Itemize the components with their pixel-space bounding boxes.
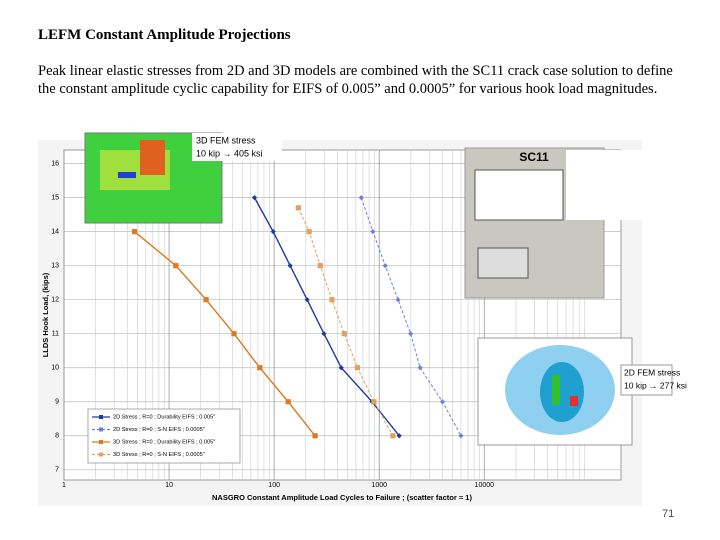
- point: [354, 365, 361, 371]
- fem2d-label-box: [620, 364, 673, 396]
- point: [173, 263, 179, 269]
- point: [358, 195, 364, 201]
- point: [132, 229, 138, 235]
- point: [439, 399, 446, 405]
- y-tick-label: 13: [51, 263, 59, 270]
- slide-title: LEFM Constant Amplitude Projections: [38, 27, 291, 43]
- point: [231, 331, 237, 337]
- point: [338, 365, 344, 371]
- x-tick-label: 1: [62, 482, 66, 489]
- x-tick-label: 10000: [475, 482, 495, 489]
- point: [287, 263, 293, 269]
- fem3d-spot: [118, 172, 136, 178]
- series-line: [253, 197, 400, 437]
- sc11-plate: [474, 169, 564, 221]
- fem3d-label-box: [192, 133, 282, 161]
- point: [251, 195, 258, 201]
- fem3d-hotspot: [140, 140, 165, 175]
- point: [390, 433, 396, 439]
- y-tick-label: 10: [51, 365, 59, 372]
- y-tick-label: 7: [55, 467, 59, 474]
- point: [417, 365, 423, 371]
- point: [408, 331, 414, 337]
- y-axis-label: LLDS Hook Load, (kips): [41, 272, 50, 357]
- legend-label: 3D Stress ; R=0 ; Durability EIFS ; 0.00…: [113, 439, 215, 445]
- fem2d-green: [552, 375, 560, 405]
- point: [257, 365, 263, 371]
- y-tick-label: 8: [55, 433, 59, 440]
- point: [395, 297, 401, 303]
- legend-marker: [99, 452, 103, 457]
- fem3d-label: 3D FEM stress: [196, 135, 256, 145]
- point: [371, 399, 377, 405]
- fem2d-label: 2D FEM stress: [624, 367, 680, 377]
- series-group: [132, 195, 464, 439]
- x-axis-label: NASGRO Constant Amplitude Load Cycles to…: [212, 493, 472, 502]
- fem2d-inner: [540, 362, 584, 422]
- point: [285, 399, 291, 405]
- y-tick-label: 9: [55, 399, 59, 406]
- point: [396, 433, 402, 439]
- fem2d-value: 10 kip → 277 ksi: [624, 380, 687, 390]
- point: [295, 205, 301, 211]
- legend-label: 2D Stress ; R=0 ; S-N EIFS ; 0.0005": [113, 427, 205, 433]
- point: [329, 297, 335, 303]
- x-tick-label: 1000: [371, 482, 387, 489]
- point: [321, 331, 327, 337]
- x-tick-label: 10: [165, 482, 173, 489]
- point: [341, 331, 347, 337]
- legend-label: 3D Stress ; R=0 ; S-N EIFS ; 0.0005": [113, 452, 205, 458]
- series-line: [360, 197, 462, 437]
- fem2d-hotspot: [570, 396, 578, 406]
- legend-label: 2D Stress ; R=0 ; Durability EIFS ; 0.00…: [113, 414, 215, 420]
- point: [317, 263, 323, 269]
- point: [382, 263, 388, 269]
- point: [370, 229, 376, 235]
- page-number: 71: [662, 508, 675, 520]
- y-tick-label: 12: [51, 297, 59, 304]
- point: [458, 433, 464, 439]
- sc11-param-box: [566, 150, 646, 220]
- point: [270, 229, 276, 235]
- y-tick-label: 14: [51, 228, 59, 235]
- point: [306, 229, 312, 235]
- sc11-section: [477, 247, 529, 279]
- legend-box: [87, 408, 241, 464]
- legend-marker: [99, 440, 103, 444]
- x-tick-label: 100: [268, 482, 280, 489]
- insets: 3D FEM stress 10 kip → 405 ksi SC11 2D F…: [84, 132, 687, 446]
- fem3d-value: 10 kip → 405 ksi: [196, 148, 263, 158]
- sc11-label: SC11: [519, 150, 549, 164]
- point: [203, 297, 209, 303]
- slide-body: Peak linear elastic stresses from 2D and…: [38, 63, 673, 97]
- y-tick-label: 11: [52, 331, 59, 338]
- legend-marker: [99, 427, 103, 432]
- point: [304, 297, 310, 303]
- series-line: [297, 207, 394, 437]
- point: [312, 433, 318, 439]
- legend-marker: [99, 415, 103, 419]
- legend: 2D Stress ; R=0 ; Durability EIFS ; 0.00…: [87, 408, 241, 464]
- y-tick-label: 15: [51, 194, 59, 201]
- y-tick-label: 16: [51, 160, 59, 167]
